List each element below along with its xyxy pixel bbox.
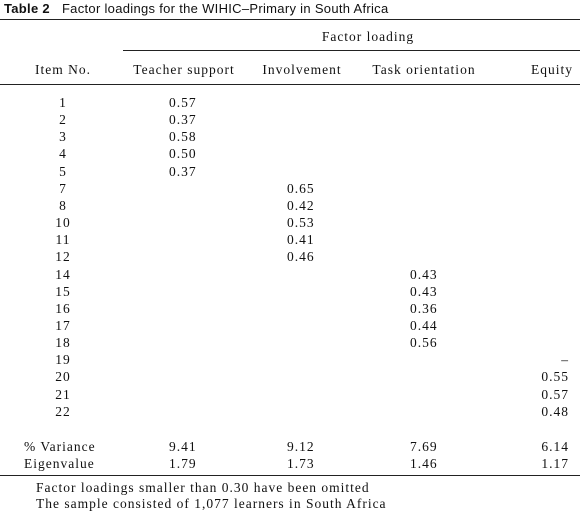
- item-number: 1: [59, 95, 67, 110]
- item-number: 11: [55, 232, 71, 248]
- loading: 0.53: [287, 215, 315, 231]
- summary-value: 1.73: [287, 456, 315, 471]
- item-number: 3: [59, 129, 67, 145]
- note: Factor loadings smaller than 0.30 have b…: [36, 480, 370, 495]
- item-number: 15: [55, 283, 71, 299]
- item-number: 14: [55, 266, 71, 282]
- loading: 0.37: [169, 163, 197, 179]
- item-number: 16: [55, 300, 71, 316]
- rule: [0, 19, 580, 20]
- column-header: Item No.: [35, 62, 91, 77]
- item-number: 7: [59, 180, 67, 196]
- item-number: 22: [55, 403, 71, 419]
- title-text: Factor loadings for the WIHIC–Primary in…: [61, 1, 389, 16]
- item-number: 19: [55, 352, 71, 368]
- column-header: Equity: [531, 62, 573, 77]
- summary-value: 7.69: [410, 439, 438, 454]
- spanner-header: Factor loading: [321, 29, 415, 44]
- summary-value: 6.14: [541, 439, 569, 454]
- item-number: 4: [59, 146, 67, 162]
- rule: [123, 50, 580, 51]
- loading: 0.42: [287, 197, 315, 213]
- column-header: Teacher support: [133, 62, 235, 77]
- loading: 0.44: [410, 317, 438, 333]
- item-number: 18: [55, 335, 71, 351]
- item-number: 10: [55, 215, 71, 231]
- loading: 0.57: [169, 95, 197, 110]
- summary-label: % Variance: [24, 439, 96, 454]
- loading: 0.58: [169, 129, 197, 145]
- loading: 0.57: [541, 386, 569, 402]
- table-label: Table 2: [4, 1, 50, 16]
- summary-value: 1.79: [169, 456, 197, 471]
- item-number: 8: [59, 197, 67, 213]
- loading: 0.55: [541, 369, 569, 385]
- loading: 0.56: [410, 335, 438, 351]
- column-header: Task orientation: [372, 62, 476, 77]
- item-number: 12: [55, 249, 71, 265]
- item-number: 5: [59, 163, 67, 179]
- summary-value: 1.46: [410, 456, 438, 471]
- item-number: 21: [55, 386, 71, 402]
- loading: 0.43: [410, 283, 438, 299]
- loading: 0.43: [410, 266, 438, 282]
- item-number: 2: [59, 112, 67, 128]
- loading: 0.50: [169, 146, 197, 162]
- loading: 0.65: [287, 180, 315, 196]
- note: The sample consisted of 1,077 learners i…: [36, 496, 387, 511]
- item-number: 17: [55, 317, 71, 333]
- item-number: 20: [55, 369, 71, 385]
- summary-value: 1.17: [541, 456, 569, 471]
- summary-value: 9.41: [169, 439, 197, 454]
- summary-label: Eigenvalue: [24, 456, 95, 471]
- column-header: Involvement: [262, 62, 342, 77]
- rule: [0, 84, 580, 85]
- summary-value: 9.12: [287, 439, 315, 454]
- loading: 0.37: [169, 112, 197, 128]
- rule: [0, 475, 580, 476]
- loading: 0.41: [287, 232, 315, 248]
- loading: 0.46: [287, 249, 315, 265]
- loading: 0.36: [410, 300, 438, 316]
- loading: 0.48: [541, 403, 569, 419]
- loading: –: [561, 352, 569, 368]
- table-title: Table 2 Factor loadings for the WIHIC–Pri…: [4, 1, 389, 16]
